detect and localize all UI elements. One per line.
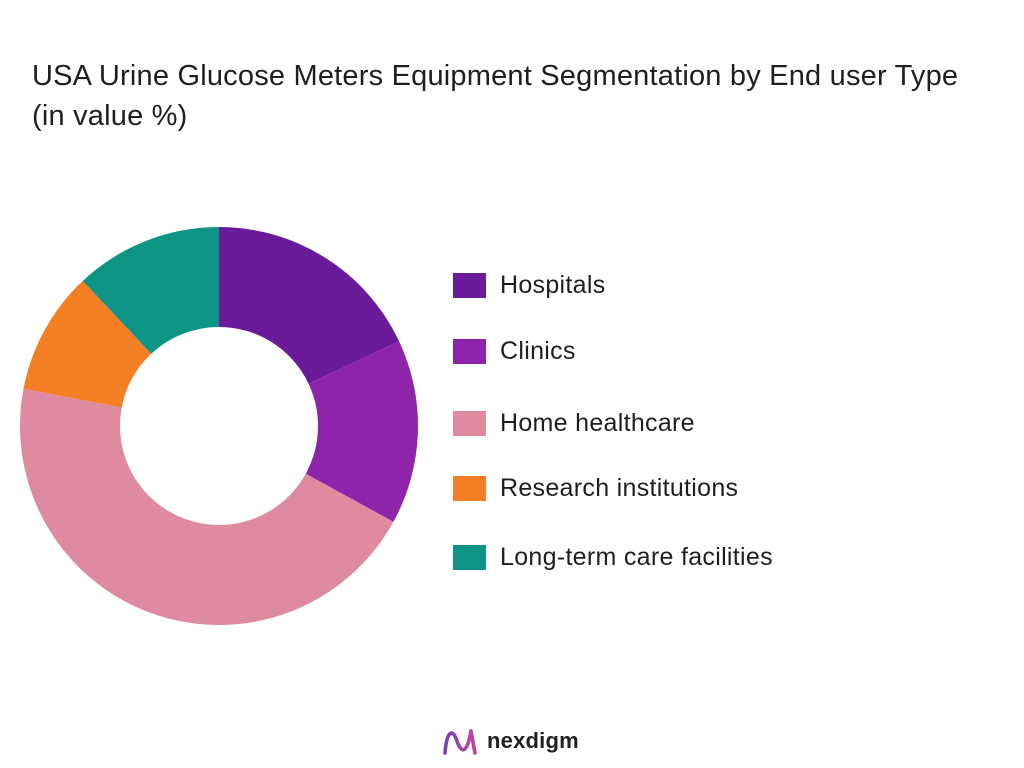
legend-swatch-research-institutions [453,475,486,501]
legend-swatch-home-healthcare [453,410,486,436]
legend-item-research-institutions: Research institutions [453,473,738,503]
donut-chart [20,227,418,625]
legend-swatch-hospitals [453,272,486,298]
legend-label-home-healthcare: Home healthcare [500,408,695,437]
wave-logo-icon [443,729,477,755]
legend-swatch-clinics [453,338,486,364]
legend-label-hospitals: Hospitals [500,270,606,299]
legend-item-hospitals: Hospitals [453,270,606,300]
slice-long-term-care [82,227,220,354]
legend-label-research-institutions: Research institutions [500,473,739,502]
brand-name: nexdigm [487,728,579,753]
slice-research-institutions [23,280,152,408]
slice-hospitals [219,227,400,384]
legend-item-home-healthcare: Home healthcare [453,408,695,438]
legend-swatch-long-term-care [453,544,486,570]
legend-item-long-term-care: Long-term care facilities [453,542,773,572]
legend-label-long-term-care: Long-term care facilities [500,542,773,571]
chart-legend: Hospitals Clinics Home healthcare Resear… [453,0,993,768]
slice-clinics [305,341,418,522]
brand-logo: nexdigm [441,724,579,758]
slice-home-healthcare [20,388,394,625]
legend-label-clinics: Clinics [500,336,576,365]
legend-item-clinics: Clinics [453,336,576,366]
chart-title: USA Urine Glucose Meters Equipment Segme… [32,60,959,132]
